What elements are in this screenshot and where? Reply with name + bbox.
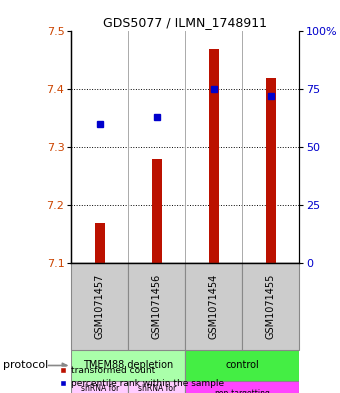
Text: GSM1071454: GSM1071454 [209, 274, 219, 339]
Text: shRNA for
first exon
of TMEM88: shRNA for first exon of TMEM88 [79, 384, 121, 393]
Text: GSM1071456: GSM1071456 [152, 274, 162, 339]
Text: GSM1071455: GSM1071455 [266, 274, 276, 339]
Bar [266, 78, 276, 263]
Bar [185, 381, 299, 393]
Bar [71, 263, 129, 350]
Bar [152, 159, 162, 263]
Bar [129, 263, 185, 350]
Bar [95, 223, 105, 263]
Text: GSM1071457: GSM1071457 [95, 274, 105, 339]
Text: TMEM88 depletion: TMEM88 depletion [83, 360, 173, 371]
Text: control: control [225, 360, 259, 371]
Legend: transformed count, percentile rank within the sample: transformed count, percentile rank withi… [59, 366, 224, 389]
Bar [185, 350, 299, 381]
Title: GDS5077 / ILMN_1748911: GDS5077 / ILMN_1748911 [103, 16, 267, 29]
Bar [242, 263, 299, 350]
Bar [129, 381, 185, 393]
Text: shRNA for
3'UTR of
TMEM88: shRNA for 3'UTR of TMEM88 [138, 384, 176, 393]
Bar [185, 263, 242, 350]
Bar [71, 350, 185, 381]
Text: protocol: protocol [3, 360, 49, 371]
Bar [71, 381, 129, 393]
Bar [209, 49, 219, 263]
Text: non-targetting
shRNA: non-targetting shRNA [214, 389, 270, 393]
